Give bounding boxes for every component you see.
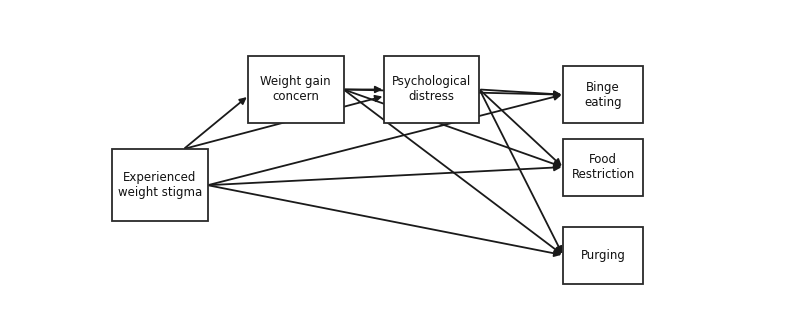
FancyBboxPatch shape <box>563 139 643 196</box>
Text: Experienced
weight stigma: Experienced weight stigma <box>118 171 202 199</box>
FancyBboxPatch shape <box>563 226 643 284</box>
Text: Weight gain
concern: Weight gain concern <box>261 76 331 103</box>
Text: Psychological
distress: Psychological distress <box>392 76 471 103</box>
FancyBboxPatch shape <box>563 66 643 123</box>
FancyBboxPatch shape <box>384 56 480 123</box>
Text: Food
Restriction: Food Restriction <box>571 153 634 181</box>
FancyBboxPatch shape <box>112 149 208 221</box>
Text: Purging: Purging <box>580 249 626 261</box>
FancyBboxPatch shape <box>248 56 344 123</box>
Text: Binge
eating: Binge eating <box>584 81 622 109</box>
